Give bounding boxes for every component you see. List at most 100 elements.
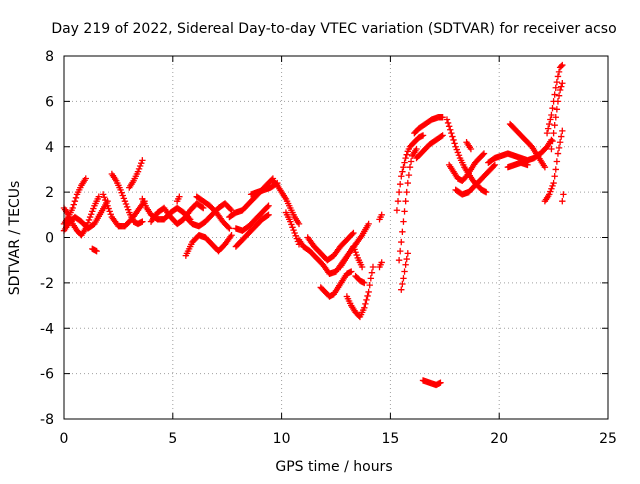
y-tick-label: 2 — [45, 185, 54, 201]
data-point — [264, 203, 271, 211]
data-point — [551, 121, 558, 129]
x-tick-label: 15 — [381, 431, 399, 447]
data-point — [393, 207, 401, 214]
data-point — [403, 255, 410, 263]
data-point — [72, 194, 80, 201]
data-point — [398, 238, 405, 246]
data-point — [552, 166, 559, 173]
data-point — [558, 83, 565, 90]
data-point — [106, 208, 113, 215]
x-tick-label: 20 — [490, 431, 508, 447]
data-point — [406, 163, 414, 171]
data-point — [121, 198, 129, 205]
data-point — [549, 182, 556, 190]
y-axis-label: SDTVAR / TECUs — [7, 181, 23, 296]
data-point — [139, 157, 146, 164]
data-point — [450, 136, 457, 144]
data-point — [490, 162, 497, 170]
data-point — [227, 205, 234, 213]
data-point — [107, 211, 114, 218]
data-point — [88, 211, 95, 218]
data-point — [555, 144, 563, 152]
data-point — [549, 104, 556, 112]
data-point — [558, 63, 565, 70]
data-point — [439, 114, 446, 121]
data-point — [550, 129, 557, 137]
data-point — [560, 191, 567, 198]
data-point — [448, 129, 455, 137]
data-point — [454, 149, 462, 156]
data-point — [119, 192, 126, 199]
data-point — [292, 232, 299, 239]
x-tick-label: 5 — [168, 431, 177, 447]
data-point — [444, 119, 452, 127]
data-point — [548, 111, 555, 119]
data-point — [365, 220, 372, 228]
data-point — [401, 159, 408, 166]
data-point — [396, 247, 404, 255]
data-point — [559, 198, 566, 205]
data-point — [395, 188, 403, 196]
data-point — [226, 225, 233, 232]
data-point — [550, 179, 557, 187]
data-point — [401, 268, 408, 275]
data-point — [351, 246, 358, 253]
data-point — [363, 296, 370, 304]
data-point — [439, 132, 446, 139]
y-tick-label: 4 — [45, 140, 54, 156]
data-point — [402, 198, 409, 205]
data-point — [400, 218, 407, 225]
data-point — [362, 300, 369, 308]
data-point — [524, 161, 531, 169]
data-point — [118, 189, 125, 196]
data-point — [482, 188, 490, 196]
data-point — [404, 250, 412, 257]
data-point — [419, 132, 427, 139]
data-point — [403, 188, 410, 196]
data-point — [85, 216, 93, 224]
data-point — [86, 213, 94, 221]
data-point — [198, 204, 206, 211]
data-point — [176, 193, 183, 200]
data-point — [104, 202, 111, 209]
data-point — [551, 91, 558, 98]
y-tick-label: 0 — [45, 231, 54, 247]
data-point — [84, 219, 92, 226]
data-point — [438, 132, 445, 140]
data-point — [546, 120, 553, 128]
data-point — [543, 129, 551, 137]
data-point — [553, 158, 561, 165]
data-point — [290, 226, 297, 234]
data-point — [400, 163, 407, 171]
data-point — [447, 126, 454, 133]
data-point — [399, 168, 406, 175]
data-point — [547, 188, 554, 195]
data-point — [352, 249, 359, 256]
data-point — [102, 196, 109, 204]
data-point — [225, 224, 232, 231]
data-point — [378, 259, 385, 266]
data-point — [93, 247, 100, 255]
data-point — [349, 230, 356, 238]
x-tick-label: 25 — [599, 431, 617, 447]
data-point — [548, 185, 555, 192]
data-point — [361, 304, 368, 312]
data-point — [124, 206, 132, 213]
data-point — [559, 80, 566, 87]
data-point — [554, 98, 562, 105]
data-point — [348, 268, 355, 275]
data-point — [228, 232, 235, 239]
data-point — [400, 275, 407, 282]
data-point — [399, 228, 406, 236]
data-point — [364, 292, 371, 300]
data-point — [396, 180, 404, 188]
data-point — [554, 73, 562, 80]
data-point — [358, 263, 366, 271]
data-point — [265, 202, 272, 209]
data-point — [123, 203, 131, 211]
data-point — [548, 145, 555, 153]
data-point — [122, 200, 130, 208]
data-point — [103, 199, 110, 207]
data-point — [451, 140, 458, 147]
